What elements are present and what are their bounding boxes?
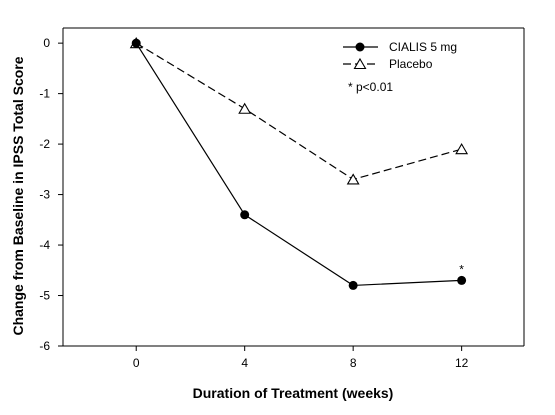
- data-point-placebo: [346, 173, 360, 185]
- y-tick-label: -6: [39, 339, 50, 353]
- y-tick-label: 0: [43, 36, 50, 50]
- x-tick-label: 0: [133, 356, 140, 370]
- axes: 0 -1 -2 -3 -4 -5 -6 0 4 8 12: [39, 27, 525, 370]
- y-tick-label: -5: [39, 289, 50, 303]
- legend-label-cialis: CIALIS 5 mg: [389, 40, 457, 54]
- data-point-placebo: [455, 143, 469, 155]
- series-line-cialis-5-mg: [135, 42, 462, 287]
- legend-marker-cialis: [355, 42, 365, 52]
- y-tick-label: -1: [39, 87, 50, 101]
- x-tick-label: 4: [241, 356, 248, 370]
- y-tick-label: -2: [39, 137, 50, 151]
- significance-note: * p<0.01: [348, 80, 393, 94]
- series-line-placebo: [135, 42, 462, 181]
- data-point-cialis-5-mg: [131, 38, 141, 48]
- data-point-cialis-5-mg: [348, 280, 358, 290]
- y-tick-label: -4: [39, 238, 50, 252]
- x-tick-label: 8: [350, 356, 357, 370]
- data-point-cialis-5-mg: [240, 210, 250, 220]
- legend: CIALIS 5 mg Placebo: [343, 40, 457, 71]
- data-point-cialis-5-mg: [457, 275, 467, 285]
- x-axis-title: Duration of Treatment (weeks): [193, 385, 394, 401]
- y-tick-label: -3: [39, 188, 50, 202]
- significance-star: *: [459, 262, 464, 276]
- legend-label-placebo: Placebo: [389, 57, 433, 71]
- series-group: *: [129, 37, 469, 290]
- data-point-placebo: [238, 102, 252, 114]
- legend-marker-placebo: [353, 57, 367, 70]
- x-tick-label: 12: [455, 356, 469, 370]
- y-axis-title: Change from Baseline in IPSS Total Score: [10, 56, 26, 335]
